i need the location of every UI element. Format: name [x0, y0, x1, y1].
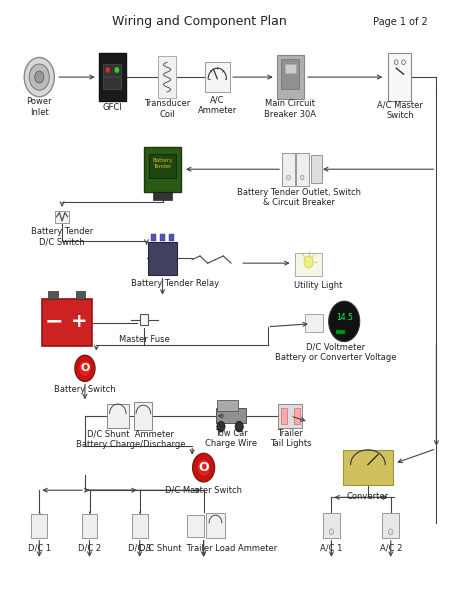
- Bar: [140, 314, 148, 325]
- Text: Wiring and Component Plan: Wiring and Component Plan: [112, 16, 286, 28]
- Text: Master Fuse: Master Fuse: [119, 335, 170, 344]
- Circle shape: [235, 421, 243, 432]
- Bar: [295, 253, 322, 275]
- Bar: [282, 153, 295, 185]
- Text: A/C 1: A/C 1: [320, 544, 343, 553]
- Circle shape: [300, 175, 304, 180]
- Bar: [144, 147, 181, 191]
- Bar: [148, 242, 177, 275]
- Text: +: +: [71, 312, 88, 331]
- Bar: [55, 211, 69, 223]
- Text: A/C
Ammeter: A/C Ammeter: [198, 96, 237, 115]
- Bar: [281, 59, 299, 89]
- Bar: [76, 291, 85, 299]
- Text: D/C 3: D/C 3: [128, 544, 152, 553]
- Text: −: −: [45, 311, 63, 331]
- Bar: [279, 404, 302, 428]
- Bar: [382, 514, 400, 538]
- Circle shape: [287, 175, 290, 180]
- Bar: [98, 53, 126, 101]
- Bar: [31, 514, 47, 538]
- Text: Main Circuit
Breaker 30A: Main Circuit Breaker 30A: [264, 100, 316, 119]
- Bar: [169, 234, 174, 241]
- Bar: [160, 234, 165, 241]
- Text: Battery
Tender: Battery Tender: [152, 158, 173, 169]
- Bar: [81, 514, 97, 538]
- Text: Battery Tender Outlet, Switch
& Circuit Breaker: Battery Tender Outlet, Switch & Circuit …: [237, 188, 361, 208]
- Bar: [187, 515, 204, 536]
- Circle shape: [193, 454, 214, 482]
- Bar: [103, 77, 122, 89]
- Bar: [285, 64, 296, 73]
- Circle shape: [115, 67, 119, 73]
- Bar: [103, 64, 122, 76]
- Bar: [153, 191, 172, 200]
- Bar: [311, 155, 322, 184]
- Text: Trailer
Tail Lights: Trailer Tail Lights: [270, 429, 311, 448]
- Text: 14.5: 14.5: [336, 313, 353, 322]
- Text: O: O: [198, 461, 209, 474]
- Bar: [49, 291, 58, 299]
- Bar: [277, 55, 304, 100]
- Circle shape: [217, 421, 225, 432]
- Text: Battery Switch: Battery Switch: [54, 385, 116, 394]
- Circle shape: [329, 529, 334, 535]
- Bar: [323, 514, 340, 538]
- Bar: [281, 407, 287, 424]
- Text: Page 1 of 2: Page 1 of 2: [372, 17, 427, 27]
- Circle shape: [197, 459, 211, 476]
- Text: D/C Master Switch: D/C Master Switch: [165, 486, 242, 495]
- Text: D/C 1: D/C 1: [28, 544, 51, 553]
- Text: Battery Tender
D/C Switch: Battery Tender D/C Switch: [31, 227, 93, 247]
- Text: A/C Master
Switch: A/C Master Switch: [377, 101, 423, 120]
- Bar: [107, 404, 129, 428]
- Bar: [389, 53, 411, 101]
- Text: D/C Voltmeter
Battery or Converter Voltage: D/C Voltmeter Battery or Converter Volta…: [275, 343, 397, 362]
- Circle shape: [402, 60, 405, 65]
- Text: Power
Inlet: Power Inlet: [26, 97, 52, 116]
- Bar: [343, 450, 393, 485]
- Circle shape: [105, 67, 110, 73]
- Bar: [205, 62, 230, 92]
- Circle shape: [29, 64, 49, 90]
- Text: Utility Light: Utility Light: [293, 281, 342, 290]
- Bar: [151, 234, 156, 241]
- Text: D/C 2: D/C 2: [78, 544, 101, 553]
- Circle shape: [304, 256, 313, 268]
- Bar: [305, 314, 323, 332]
- Bar: [217, 400, 237, 410]
- Text: Tow Car
Charge Wire: Tow Car Charge Wire: [205, 429, 257, 448]
- Circle shape: [389, 529, 393, 535]
- Bar: [336, 330, 345, 334]
- Circle shape: [79, 360, 91, 377]
- Circle shape: [75, 355, 95, 382]
- Text: Transducer
Coil: Transducer Coil: [144, 100, 190, 119]
- Text: A/C 2: A/C 2: [380, 544, 402, 553]
- Text: GFCI: GFCI: [103, 103, 122, 112]
- Text: D/C Shunt  Trailer Load Ammeter: D/C Shunt Trailer Load Ammeter: [139, 544, 277, 553]
- Bar: [134, 401, 152, 430]
- Text: O: O: [80, 364, 90, 373]
- Circle shape: [395, 60, 398, 65]
- Bar: [158, 56, 176, 98]
- Bar: [296, 153, 309, 185]
- Circle shape: [24, 58, 55, 97]
- Text: D/C Shunt  Ammeter
Battery Charge/Discharge: D/C Shunt Ammeter Battery Charge/Dischar…: [76, 430, 185, 449]
- Bar: [216, 409, 246, 424]
- Text: Battery Tender Relay: Battery Tender Relay: [131, 279, 219, 288]
- Bar: [293, 407, 300, 424]
- Bar: [132, 514, 148, 538]
- Bar: [207, 514, 225, 538]
- Text: Converter: Converter: [347, 491, 389, 500]
- Bar: [149, 154, 176, 178]
- Circle shape: [35, 71, 44, 83]
- Bar: [42, 299, 92, 346]
- Circle shape: [328, 301, 360, 341]
